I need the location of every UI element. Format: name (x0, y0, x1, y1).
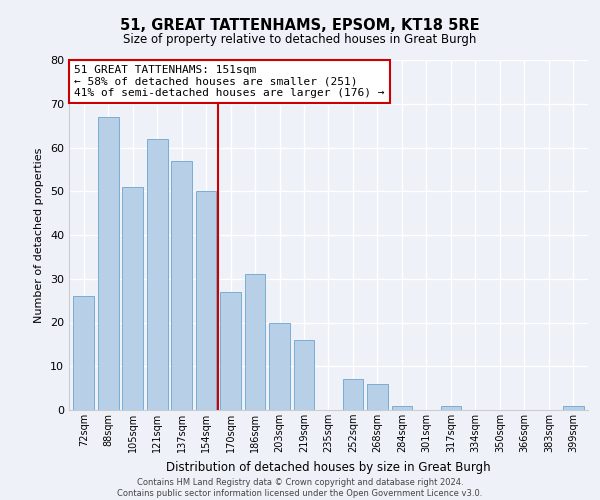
Text: Contains HM Land Registry data © Crown copyright and database right 2024.
Contai: Contains HM Land Registry data © Crown c… (118, 478, 482, 498)
Text: Size of property relative to detached houses in Great Burgh: Size of property relative to detached ho… (124, 32, 476, 46)
Bar (196, 192, 217, 410)
Text: 51, GREAT TATTENHAMS, EPSOM, KT18 5RE: 51, GREAT TATTENHAMS, EPSOM, KT18 5RE (120, 18, 480, 32)
Bar (122, 187, 143, 410)
Bar (440, 406, 461, 410)
Bar (293, 340, 314, 410)
Bar (343, 380, 364, 410)
Y-axis label: Number of detached properties: Number of detached properties (34, 148, 44, 322)
Bar (367, 384, 388, 410)
Bar (392, 406, 412, 410)
Bar (563, 406, 584, 410)
Bar (147, 139, 167, 410)
Bar (171, 160, 192, 410)
Bar (98, 117, 119, 410)
Bar (220, 292, 241, 410)
Text: 51 GREAT TATTENHAMS: 151sqm
← 58% of detached houses are smaller (251)
41% of se: 51 GREAT TATTENHAMS: 151sqm ← 58% of det… (74, 66, 385, 98)
Bar (73, 296, 94, 410)
Bar (269, 322, 290, 410)
Bar (245, 274, 265, 410)
X-axis label: Distribution of detached houses by size in Great Burgh: Distribution of detached houses by size … (166, 460, 491, 473)
